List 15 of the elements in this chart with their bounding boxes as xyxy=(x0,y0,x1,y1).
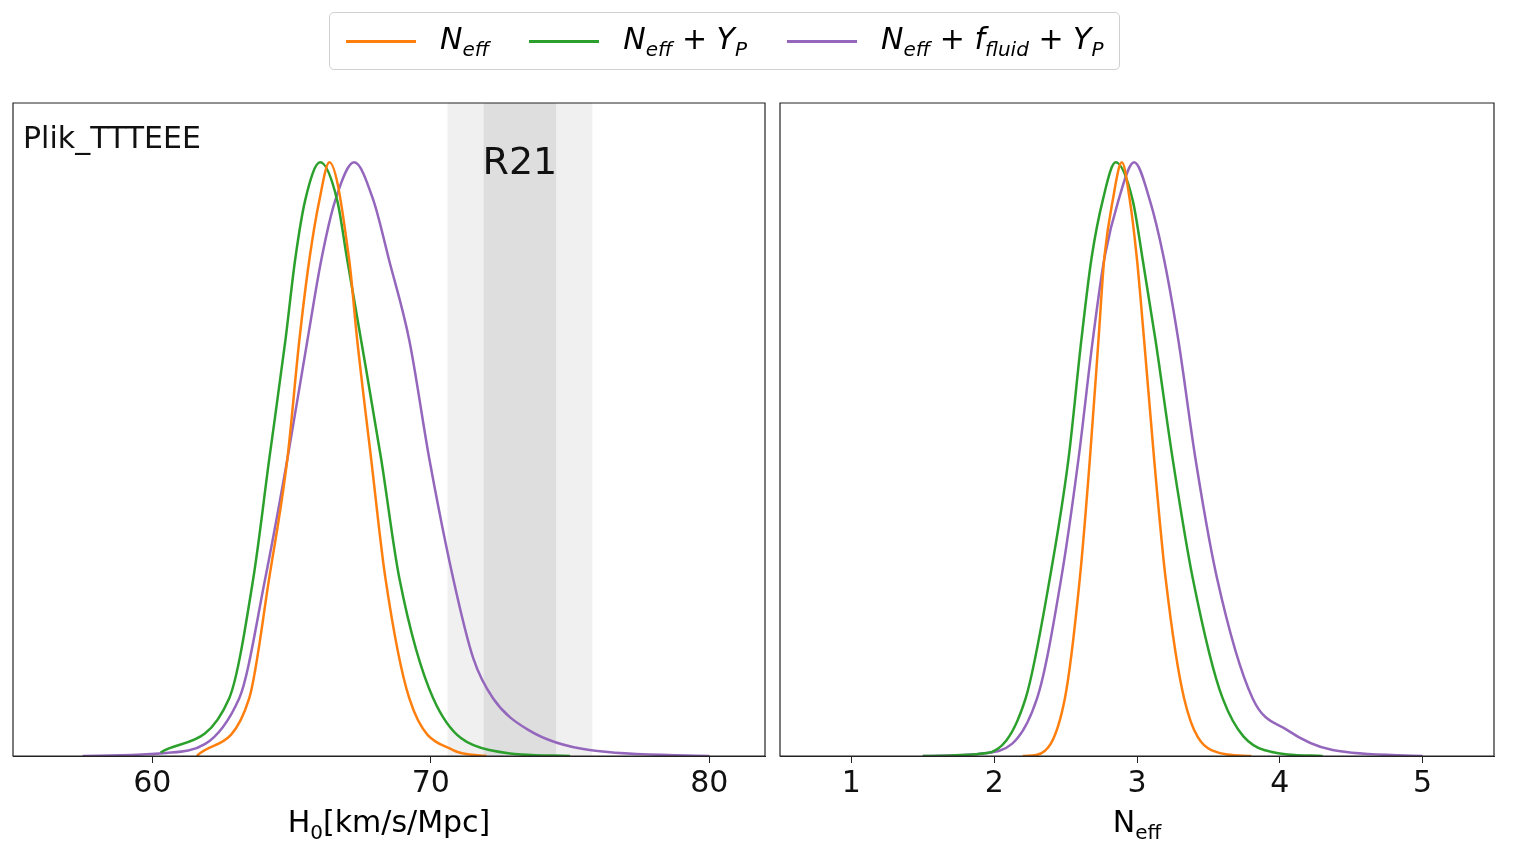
x-tick-label: 70 xyxy=(411,763,450,799)
x-tick-label: 80 xyxy=(690,763,729,799)
legend-label: N$_{eff}$ + Y$_{P}$ xyxy=(623,21,748,61)
x-tick-label: 5 xyxy=(1413,763,1433,799)
text: Plik_TTTEEE xyxy=(23,119,201,155)
x-tick-label: 2 xyxy=(984,763,1004,799)
band-label: R21 xyxy=(482,138,558,183)
x-tick-label: 3 xyxy=(1127,763,1147,799)
x-tick-label: 1 xyxy=(841,763,861,799)
x-axis-title: N$_{eff}$ xyxy=(1111,803,1163,846)
x-tick-label: 60 xyxy=(133,763,172,799)
x-axis-title: H$_{0}$[km/s/Mpc] xyxy=(286,803,492,846)
legend-label: N$_{eff}$ + f$_{fluid}$ + Y$_{P}$ xyxy=(881,21,1104,61)
x-tick-label: 4 xyxy=(1270,763,1290,799)
legend-label: N$_{eff}$ xyxy=(440,21,490,61)
